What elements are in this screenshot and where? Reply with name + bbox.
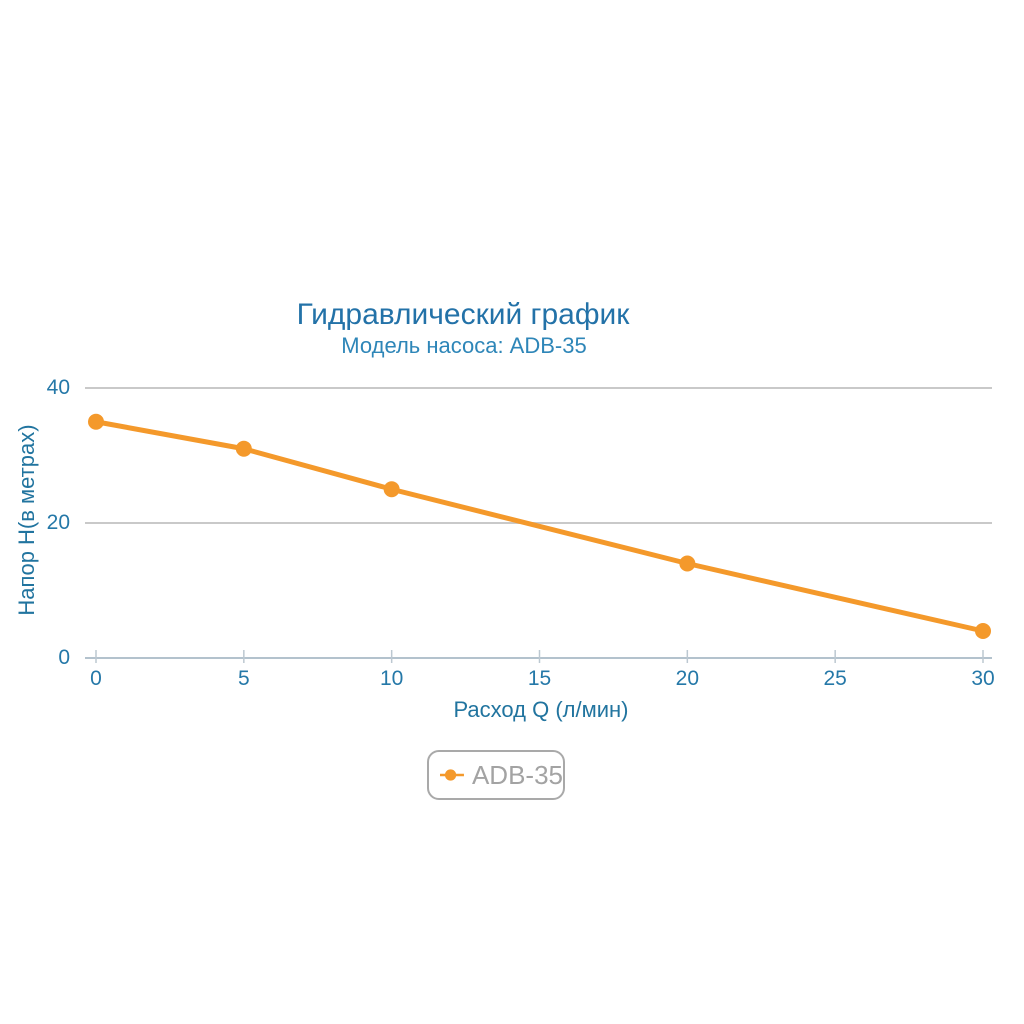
- chart-title: Гидравлический график: [296, 298, 630, 331]
- data-point-ADB-35-q30: [975, 623, 992, 639]
- data-point-ADB-35-q5: [235, 440, 252, 457]
- data-point-ADB-35-q20: [679, 555, 696, 572]
- x-tick-label-5: 5: [238, 667, 250, 690]
- x-tick-label-15: 15: [528, 667, 551, 690]
- legend-label: ADB-35: [471, 759, 563, 790]
- series-line-ADB-35: [93, 419, 986, 634]
- data-point-ADB-35-q10: [383, 481, 400, 498]
- y-axis-title: Напор H(в метрах): [14, 424, 39, 616]
- x-tick-label-0: 0: [90, 667, 102, 690]
- legend-dot-swatch: [444, 769, 457, 781]
- y-tick-label-20: 20: [47, 511, 70, 534]
- chart-subtitle: Модель насоса: ADB-35: [341, 333, 587, 358]
- data-point-ADB-35-q0: [88, 413, 104, 430]
- x-tick-label-30: 30: [971, 667, 994, 690]
- series-marker-icon: [440, 769, 464, 781]
- x-tick-label-20: 20: [676, 667, 699, 690]
- x-tick-label-25: 25: [823, 667, 846, 690]
- legend-item[interactable]: ADB-35: [427, 750, 565, 800]
- y-tick-label-40: 40: [47, 376, 70, 399]
- x-axis-title: Расход Q (л/мин): [453, 697, 629, 722]
- x-tick-label-10: 10: [380, 667, 403, 690]
- y-tick-label-0: 0: [58, 646, 70, 669]
